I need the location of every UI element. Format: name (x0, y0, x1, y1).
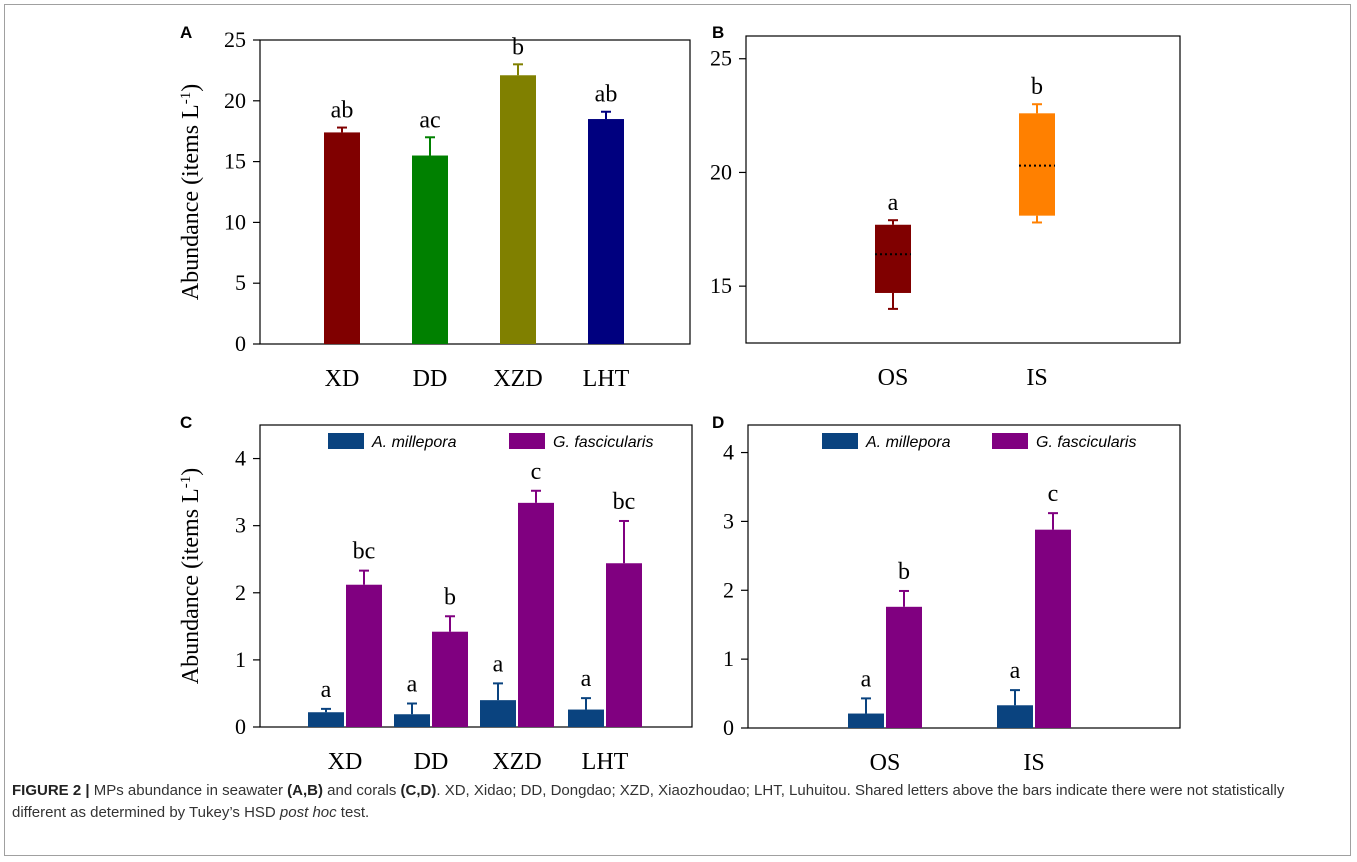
panel-d-bar-g-fascicularis (886, 606, 922, 728)
panel-b-ytick-label: 25 (710, 46, 732, 71)
panel-c-ylabel: Abundance (items L-1) (178, 468, 204, 684)
panel-a-plot-frame (259, 39, 691, 345)
panel-b-box (1019, 113, 1055, 216)
panel-a-ytick-label: 5 (235, 270, 246, 295)
panel-d-legend-swatch (822, 433, 858, 449)
panel-c-panel-letter: C (180, 413, 192, 432)
panel-c-ytick-label: 2 (235, 580, 246, 605)
panel-d-bar-a-millepora (848, 713, 884, 728)
panel-b-letter: b (1031, 74, 1043, 100)
panel-d-bar-g-fascicularis (1035, 529, 1071, 728)
panel-a-bar (500, 75, 536, 344)
panel-c-legend-swatch (328, 433, 364, 449)
panel-d-ytick-label: 2 (723, 577, 734, 602)
panel-c-bar-g-fascicularis (606, 563, 642, 727)
panel-c-letter: c (531, 459, 542, 485)
caption-bold-cd: (C,D) (400, 782, 437, 799)
panel-c-letter: a (321, 677, 332, 703)
caption-bold-ab: (A,B) (287, 782, 323, 799)
caption-label: FIGURE 2 | (12, 782, 90, 799)
caption-text-1: MPs abundance in seawater (89, 782, 288, 799)
panel-a-letter: ab (595, 82, 618, 108)
figure-frame (4, 4, 1351, 856)
panel-c-legend-label: A. millepora (371, 434, 457, 451)
panel-a-bar (588, 119, 624, 344)
caption-text-2: and corals (323, 782, 401, 799)
panel-a-letter: ac (419, 107, 440, 133)
panel-d-letter: b (898, 559, 910, 585)
panel-b-letter: a (888, 190, 899, 216)
panel-c-bar-a-millepora (480, 700, 516, 727)
panel-b-xtick-label: OS (878, 365, 909, 391)
panel-d-plot-frame (747, 424, 1181, 729)
panel-a-panel-letter: A (180, 23, 192, 42)
panel-c-legend-swatch (509, 433, 545, 449)
panel-d-letter: a (861, 666, 872, 692)
panel-d-xtick-label: IS (1023, 750, 1044, 776)
panel-d-letter: c (1048, 481, 1059, 507)
panel-a-letter: b (512, 34, 524, 60)
panel-a-ytick-label: 15 (224, 149, 246, 174)
panel-c-letter: b (444, 584, 456, 610)
panel-c-ytick-label: 0 (235, 714, 246, 739)
panel-d-bar-a-millepora (997, 705, 1033, 728)
panel-d-ytick-label: 0 (723, 715, 734, 740)
panel-c-bar-a-millepora (308, 712, 344, 727)
panel-c-ytick-label: 3 (235, 513, 246, 538)
caption-text-3: . XD, Xidao; DD, Dongdao; XZD, Xiaozhoud… (12, 782, 1285, 821)
panel-c-xtick-label: LHT (582, 749, 629, 775)
panel-d-ytick-label: 1 (723, 646, 734, 671)
panel-c-plot-frame (259, 424, 693, 728)
panel-c-xtick-label: DD (414, 749, 449, 775)
panel-c-bar-a-millepora (394, 714, 430, 727)
panel-d-ytick-label: 3 (723, 508, 734, 533)
caption-text-4: test. (336, 804, 370, 821)
panel-a-xtick-label: XZD (493, 366, 542, 392)
panel-c-letter: bc (353, 539, 376, 565)
panel-b-xtick-label: IS (1026, 365, 1047, 391)
panel-c-letter: a (581, 666, 592, 692)
panel-a-xtick-label: LHT (583, 366, 630, 392)
panel-a-xtick-label: XD (325, 366, 360, 392)
caption-italic: post hoc (279, 804, 337, 821)
panel-c-xtick-label: XZD (492, 749, 541, 775)
panel-c-ytick-label: 1 (235, 647, 246, 672)
panel-a-bar (412, 155, 448, 344)
panel-a-ytick-label: 25 (224, 27, 246, 52)
panel-b-plot-frame (745, 35, 1181, 344)
panel-d-ytick-label: 4 (723, 440, 734, 465)
panel-c-letter: bc (613, 489, 636, 515)
panel-c-xtick-label: XD (328, 749, 363, 775)
panel-d-legend-label: A. millepora (865, 434, 951, 451)
panel-a-letter: ab (331, 98, 354, 124)
panel-d-legend-swatch (992, 433, 1028, 449)
panel-c-bar-g-fascicularis (432, 631, 468, 727)
panel-c-bar-g-fascicularis (346, 584, 382, 727)
panel-b-panel-letter: B (712, 23, 724, 42)
panel-a-bar (324, 132, 360, 344)
panel-c-letter: a (407, 672, 418, 698)
panel-a-ytick-label: 0 (235, 331, 246, 356)
panel-a-xtick-label: DD (413, 366, 448, 392)
panel-c-letter: a (493, 651, 504, 677)
panel-a-ytick-label: 10 (224, 209, 246, 234)
panel-b-ytick-label: 20 (710, 159, 732, 184)
panel-a-ylabel: Abundance (items L-1) (178, 84, 204, 300)
panel-a-ytick-label: 20 (224, 88, 246, 113)
panel-b-box (875, 224, 911, 293)
panel-c-bar-a-millepora (568, 709, 604, 727)
figure-caption: FIGURE 2 | MPs abundance in seawater (A,… (12, 780, 1342, 824)
panel-c-ytick-label: 4 (235, 446, 246, 471)
panel-c-legend-label: G. fascicularis (553, 434, 653, 451)
panel-d-panel-letter: D (712, 413, 724, 432)
panel-b-ytick-label: 15 (710, 273, 732, 298)
panel-d-legend-label: G. fascicularis (1036, 434, 1136, 451)
panel-d-xtick-label: OS (870, 750, 901, 776)
panel-c-bar-g-fascicularis (518, 502, 554, 727)
panel-d-letter: a (1010, 658, 1021, 684)
